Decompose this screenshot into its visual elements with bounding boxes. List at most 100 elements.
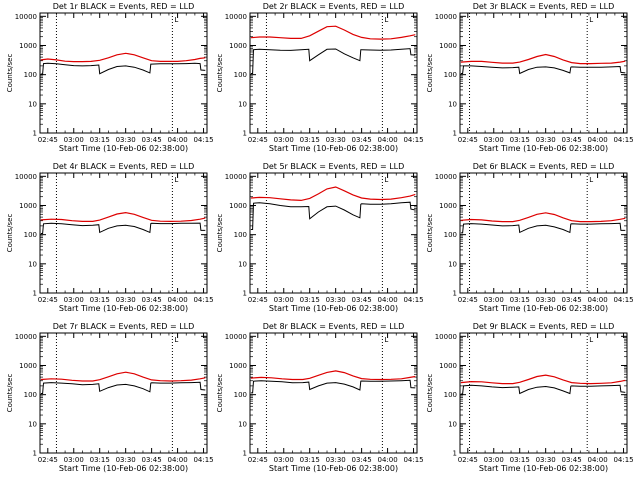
x-tick-label: 04:00 bbox=[377, 296, 397, 304]
events-series-line bbox=[250, 379, 416, 394]
x-tick-label: 03:00 bbox=[484, 296, 504, 304]
y-axis-label: Counts/sec bbox=[216, 54, 224, 93]
marker-label: L bbox=[589, 16, 593, 24]
plot-frame bbox=[249, 172, 418, 294]
x-tick-label: 03:15 bbox=[300, 456, 320, 464]
y-tick-label: 10000 bbox=[15, 173, 37, 181]
panel-7: Det 7r BLACK = Events, RED = LLD 1 10 100 10… bbox=[6, 322, 214, 473]
x-tick-label: 03:30 bbox=[116, 456, 136, 464]
x-tick-label: 03:30 bbox=[326, 136, 346, 144]
x-tick-label: 03:30 bbox=[326, 296, 346, 304]
x-tick-label: 03:30 bbox=[536, 296, 556, 304]
y-tick-label: 10 bbox=[238, 100, 247, 108]
x-axis-label: Start Time (10-Feb-06 02:38:00) bbox=[269, 464, 398, 473]
y-tick-label: 1000 bbox=[439, 202, 457, 210]
y-axis-label: Counts/sec bbox=[216, 374, 224, 413]
x-tick-label: 02:45 bbox=[38, 136, 58, 144]
x-tick-label: 03:15 bbox=[300, 296, 320, 304]
x-tick-label: 03:00 bbox=[64, 456, 84, 464]
x-tick-label: 02:45 bbox=[458, 456, 478, 464]
y-tick-label: 1000 bbox=[229, 362, 247, 370]
y-tick-label: 10 bbox=[238, 260, 247, 268]
panel-title: Det 4r BLACK = Events, RED = LLD bbox=[53, 162, 195, 171]
panel-9: Det 9r BLACK = Events, RED = LLD 1 10 100 10… bbox=[426, 322, 634, 473]
x-tick-label: 03:45 bbox=[352, 136, 372, 144]
y-tick-label: 1 bbox=[453, 130, 457, 138]
events-series-line bbox=[460, 65, 626, 75]
marker-label: L bbox=[174, 336, 178, 344]
marker-label: L bbox=[384, 16, 388, 24]
x-tick-label: 03:45 bbox=[562, 136, 582, 144]
x-tick-label: 03:15 bbox=[90, 296, 110, 304]
x-tick-label: 03:15 bbox=[510, 456, 530, 464]
events-series-line bbox=[250, 201, 416, 230]
y-tick-label: 1 bbox=[33, 450, 37, 458]
x-axis-label: Start Time (10-Feb-06 02:38:00) bbox=[59, 464, 188, 473]
y-tick-label: 1000 bbox=[19, 202, 37, 210]
x-axis-label: Start Time (10-Feb-06 02:38:00) bbox=[59, 144, 188, 153]
x-tick-label: 03:45 bbox=[142, 136, 162, 144]
marker-label: L bbox=[589, 176, 593, 184]
y-axis-label: Counts/sec bbox=[6, 374, 14, 413]
x-tick-label: 04:00 bbox=[167, 296, 187, 304]
x-tick-label: 04:15 bbox=[403, 456, 423, 464]
marker-label: L bbox=[174, 16, 178, 24]
y-tick-label: 1 bbox=[33, 290, 37, 298]
x-tick-label: 03:45 bbox=[562, 456, 582, 464]
x-tick-label: 04:00 bbox=[377, 136, 397, 144]
x-tick-label: 03:45 bbox=[562, 296, 582, 304]
y-axis-label: Counts/sec bbox=[216, 214, 224, 253]
y-tick-label: 100 bbox=[24, 391, 37, 399]
x-tick-label: 04:15 bbox=[193, 136, 213, 144]
x-tick-label: 02:45 bbox=[248, 296, 268, 304]
x-tick-label: 03:00 bbox=[64, 136, 84, 144]
y-axis-label: Counts/sec bbox=[426, 214, 434, 253]
plot-frame bbox=[39, 172, 208, 294]
y-tick-label: 1000 bbox=[229, 42, 247, 50]
x-tick-label: 03:45 bbox=[142, 456, 162, 464]
panel-title: Det 5r BLACK = Events, RED = LLD bbox=[263, 162, 405, 171]
y-axis-label: Counts/sec bbox=[6, 214, 14, 253]
x-tick-label: 03:00 bbox=[484, 136, 504, 144]
plot-frame bbox=[459, 12, 628, 134]
panel-title: Det 2r BLACK = Events, RED = LLD bbox=[263, 2, 405, 11]
y-tick-label: 10 bbox=[448, 260, 457, 268]
events-series-line bbox=[250, 48, 416, 74]
plot-frame bbox=[249, 332, 418, 454]
y-tick-label: 10000 bbox=[435, 173, 457, 181]
plot-frame bbox=[39, 12, 208, 134]
x-axis-label: Start Time (10-Feb-06 02:38:00) bbox=[59, 304, 188, 313]
panel-4: Det 4r BLACK = Events, RED = LLD 1 10 100 10… bbox=[6, 162, 214, 313]
y-tick-label: 100 bbox=[444, 231, 457, 239]
y-tick-label: 10000 bbox=[435, 333, 457, 341]
y-tick-label: 100 bbox=[234, 71, 247, 79]
panel-2: Det 2r BLACK = Events, RED = LLD 1 10 100 10… bbox=[216, 2, 424, 153]
y-tick-label: 1000 bbox=[439, 42, 457, 50]
y-tick-label: 1 bbox=[243, 290, 247, 298]
x-tick-label: 02:45 bbox=[38, 456, 58, 464]
x-tick-label: 03:15 bbox=[90, 456, 110, 464]
y-tick-label: 1 bbox=[453, 450, 457, 458]
x-tick-label: 03:30 bbox=[536, 136, 556, 144]
x-tick-label: 04:15 bbox=[193, 456, 213, 464]
panel-6: Det 6r BLACK = Events, RED = LLD 1 10 100 10… bbox=[426, 162, 634, 313]
y-tick-label: 10 bbox=[238, 420, 247, 428]
marker-label: L bbox=[384, 176, 388, 184]
events-series-line bbox=[40, 222, 206, 234]
panel-title: Det 3r BLACK = Events, RED = LLD bbox=[473, 2, 615, 11]
y-axis-label: Counts/sec bbox=[426, 374, 434, 413]
panel-title: Det 1r BLACK = Events, RED = LLD bbox=[53, 2, 195, 11]
y-tick-label: 10 bbox=[28, 420, 37, 428]
events-series-line bbox=[40, 62, 206, 75]
lld-series-line bbox=[460, 374, 626, 385]
panel-title: Det 8r BLACK = Events, RED = LLD bbox=[263, 322, 405, 331]
lld-series-line bbox=[250, 370, 416, 381]
y-tick-label: 100 bbox=[444, 391, 457, 399]
y-tick-label: 1000 bbox=[229, 202, 247, 210]
y-tick-label: 1 bbox=[33, 130, 37, 138]
x-tick-label: 04:00 bbox=[167, 136, 187, 144]
x-tick-label: 02:45 bbox=[248, 456, 268, 464]
x-tick-label: 04:00 bbox=[587, 296, 607, 304]
x-axis-label: Start Time (10-Feb-06 02:38:00) bbox=[269, 144, 398, 153]
x-axis-label: Start Time (10-Feb-06 02:38:00) bbox=[479, 304, 608, 313]
